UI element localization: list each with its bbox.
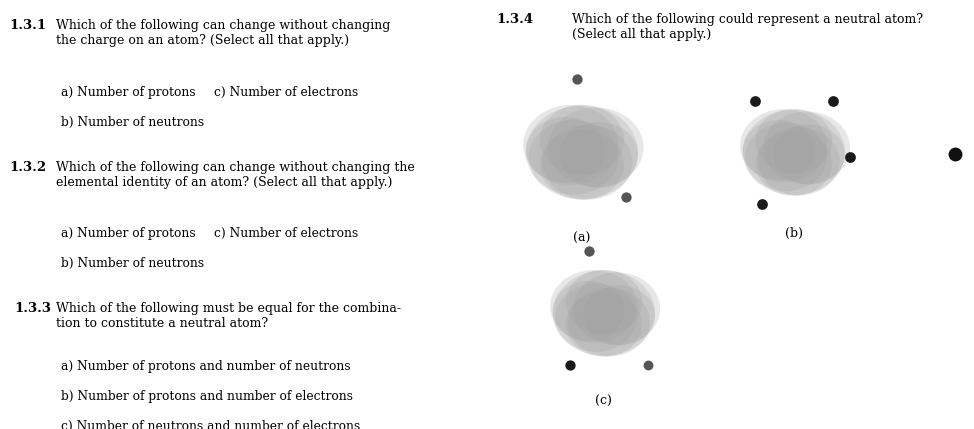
Ellipse shape <box>526 117 604 183</box>
Ellipse shape <box>552 270 655 356</box>
Text: a) Number of protons: a) Number of protons <box>60 227 196 240</box>
Point <box>569 76 584 83</box>
Ellipse shape <box>553 281 624 341</box>
Text: 1.3.1: 1.3.1 <box>10 19 47 32</box>
Ellipse shape <box>583 285 655 345</box>
Ellipse shape <box>550 270 637 343</box>
Point <box>581 248 597 254</box>
Text: (a): (a) <box>574 232 590 245</box>
Ellipse shape <box>742 109 844 195</box>
Point <box>747 97 763 104</box>
Text: Which of the following must be equal for the combina-
tion to constitute a neutr: Which of the following must be equal for… <box>56 302 401 330</box>
Point <box>120 31 135 38</box>
Ellipse shape <box>756 109 832 173</box>
Ellipse shape <box>566 270 642 334</box>
Point <box>640 361 656 368</box>
Text: a) Number of protons and number of neutrons: a) Number of protons and number of neutr… <box>60 360 351 373</box>
Ellipse shape <box>745 123 827 191</box>
Ellipse shape <box>740 109 827 182</box>
Point <box>754 200 769 207</box>
Ellipse shape <box>540 105 624 175</box>
Point <box>947 151 962 158</box>
Ellipse shape <box>555 284 637 352</box>
Text: b) Number of protons and number of electrons: b) Number of protons and number of elect… <box>60 390 353 403</box>
Text: b) Number of neutrons: b) Number of neutrons <box>60 116 204 129</box>
Ellipse shape <box>568 288 650 356</box>
Text: 1.3.3: 1.3.3 <box>15 302 52 315</box>
Text: Which of the following could represent a neutral atom?
(Select all that apply.): Which of the following could represent a… <box>573 13 923 41</box>
Point <box>825 97 841 104</box>
Point <box>245 151 261 158</box>
Point <box>184 371 200 378</box>
Ellipse shape <box>566 292 642 356</box>
Ellipse shape <box>548 108 644 187</box>
Ellipse shape <box>573 272 660 345</box>
Ellipse shape <box>756 131 832 196</box>
Ellipse shape <box>523 105 618 185</box>
Text: b) Number of neutrons: b) Number of neutrons <box>60 257 204 270</box>
Ellipse shape <box>773 124 844 184</box>
Text: (b): (b) <box>785 227 803 240</box>
Ellipse shape <box>559 122 638 187</box>
Text: Which of the following can change without changing
the charge on an atom? (Selec: Which of the following can change withou… <box>56 19 391 47</box>
Ellipse shape <box>758 127 840 196</box>
Ellipse shape <box>540 130 624 200</box>
Text: 1.3.4: 1.3.4 <box>497 13 534 26</box>
Text: 1.3.2: 1.3.2 <box>10 161 47 174</box>
Text: c) Number of neutrons and number of electrons: c) Number of neutrons and number of elec… <box>60 420 360 429</box>
Ellipse shape <box>764 112 850 184</box>
Point <box>562 361 578 368</box>
Ellipse shape <box>743 120 814 180</box>
Text: a) Number of protons: a) Number of protons <box>60 86 196 99</box>
Text: Which of the following can change without changing the
elemental identity of an : Which of the following can change withou… <box>56 161 415 189</box>
Text: c) Number of electrons: c) Number of electrons <box>214 86 358 99</box>
Ellipse shape <box>529 120 618 195</box>
Ellipse shape <box>543 125 632 199</box>
Text: c) Number of electrons: c) Number of electrons <box>214 227 358 240</box>
Point <box>842 153 858 160</box>
Ellipse shape <box>526 106 638 199</box>
Text: (c): (c) <box>595 395 613 408</box>
Point <box>618 194 634 201</box>
